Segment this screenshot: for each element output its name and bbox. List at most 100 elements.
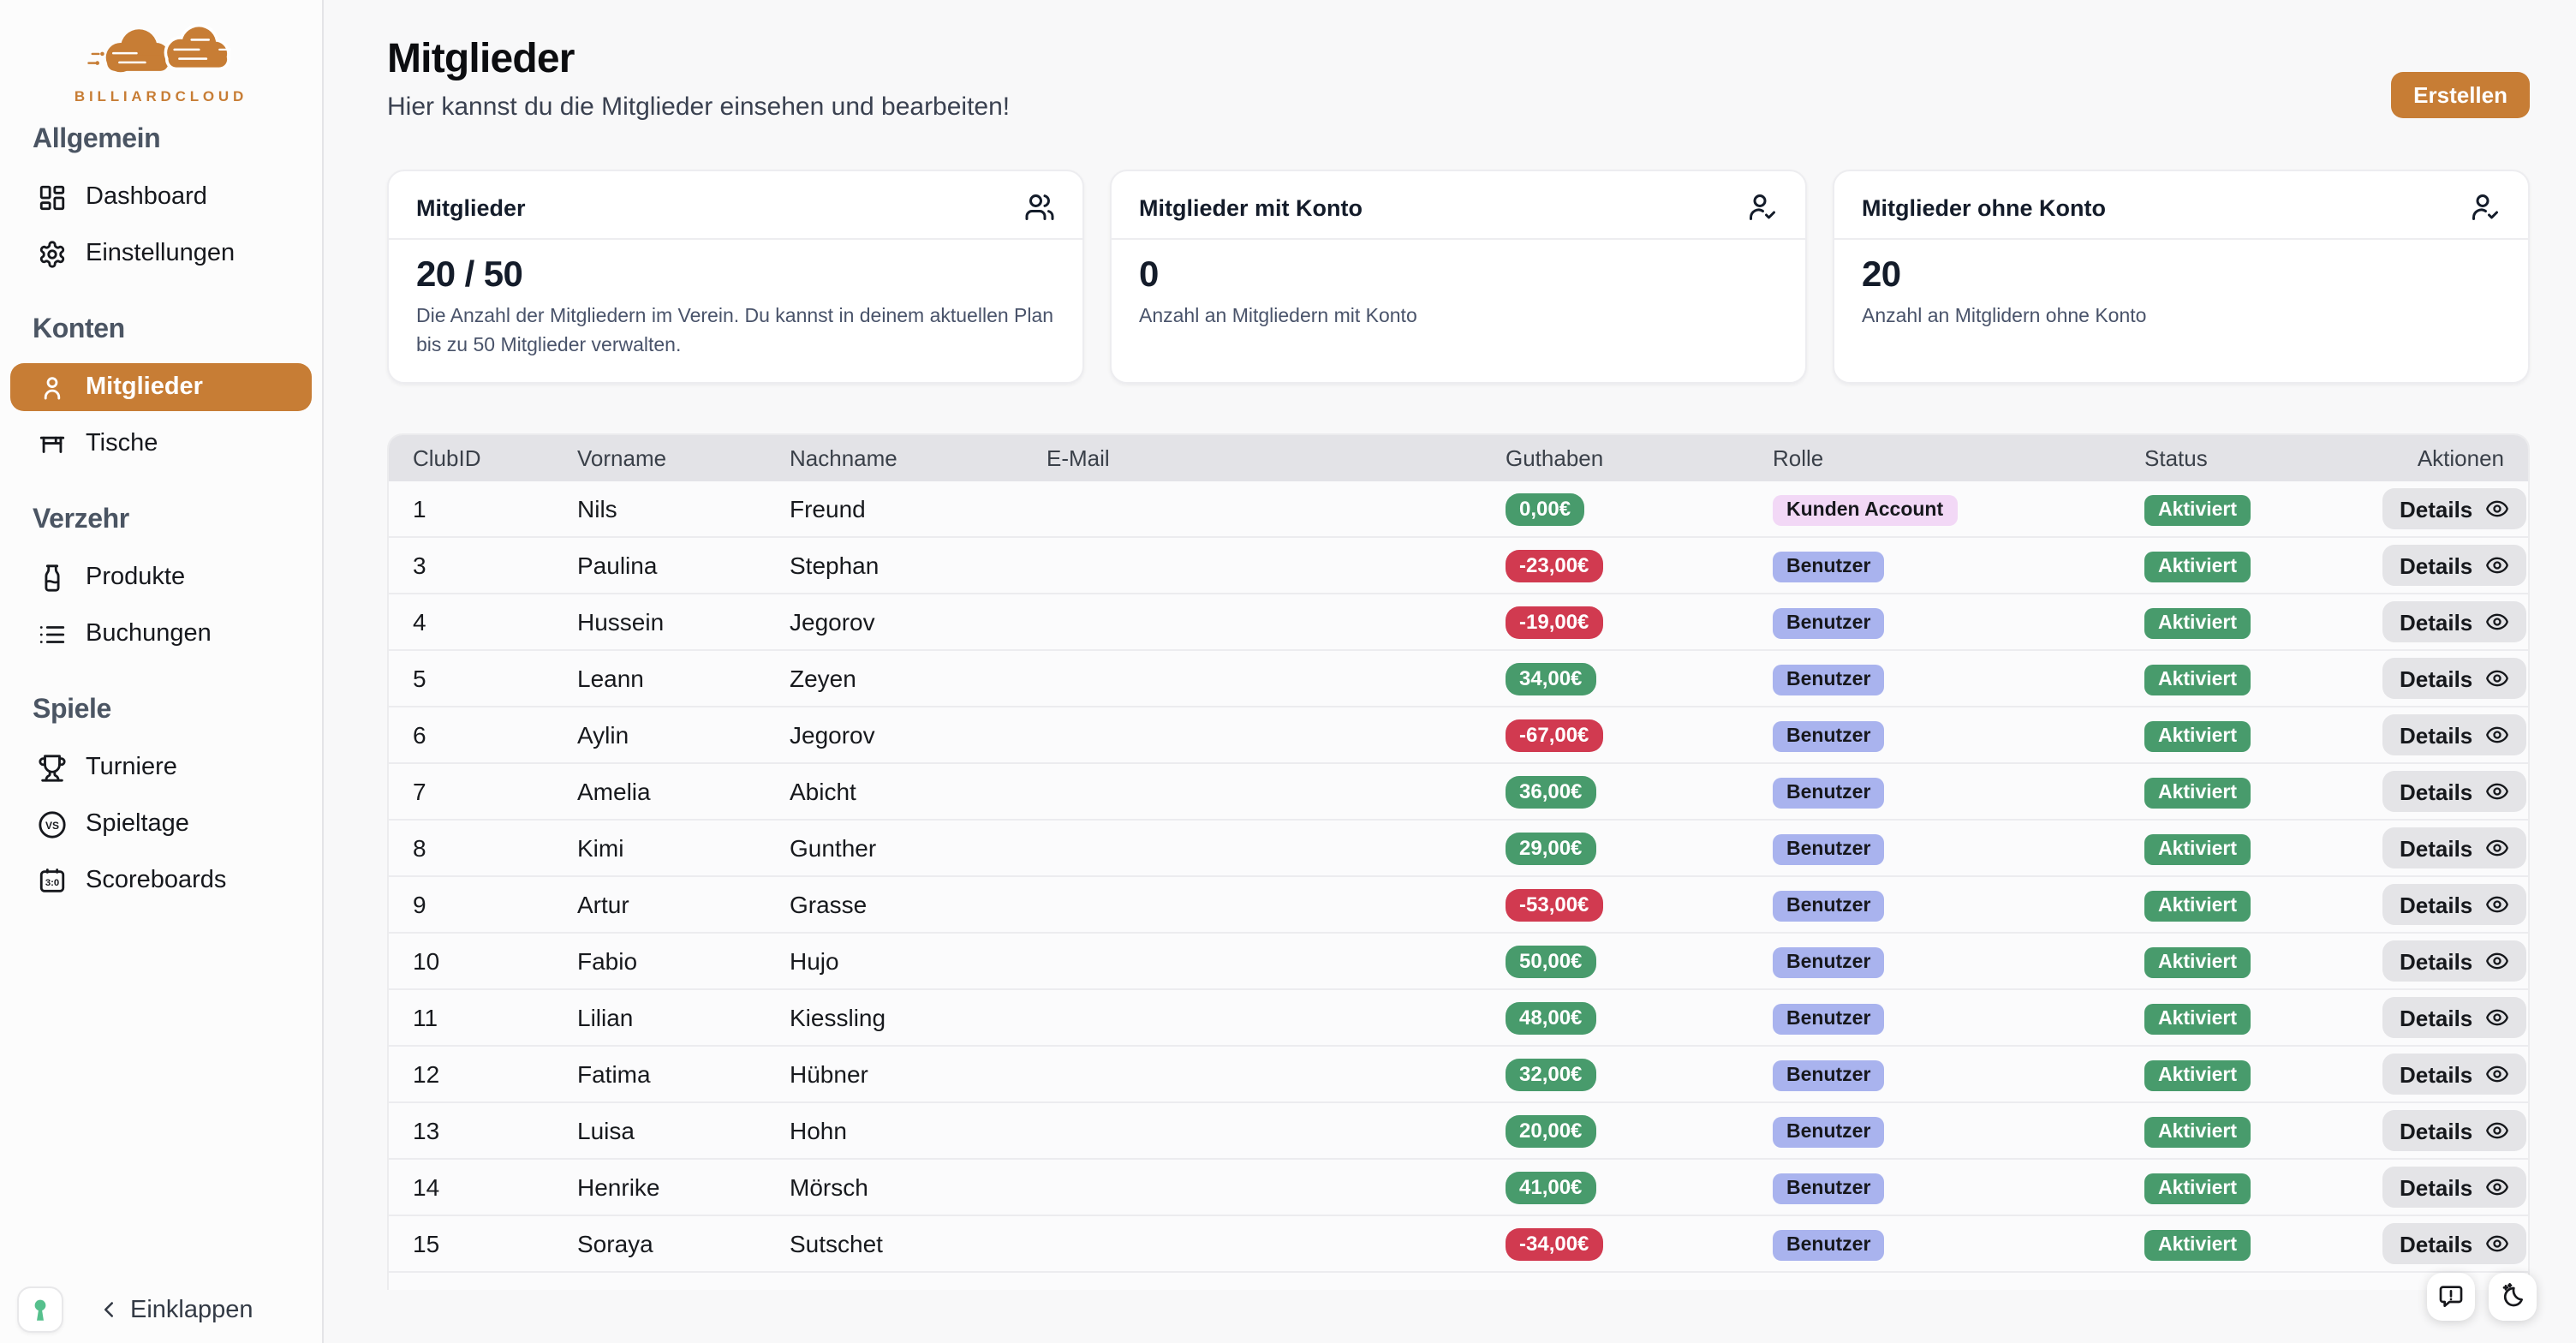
details-button[interactable]: Details bbox=[2382, 997, 2526, 1038]
cell-guthaben: 48,00€ bbox=[1506, 1001, 1773, 1034]
stat-card-header: Mitglieder mit Konto bbox=[1112, 171, 1805, 240]
cell-clubid: 11 bbox=[413, 1004, 438, 1031]
eye-icon bbox=[2484, 1232, 2508, 1256]
cell-vorname: Fabio bbox=[577, 947, 638, 975]
column-header-vorname: Vorname bbox=[577, 445, 667, 471]
status-badge: Aktiviert bbox=[2144, 720, 2251, 751]
details-button[interactable]: Details bbox=[2382, 771, 2526, 812]
cell-aktionen: Details bbox=[2382, 601, 2526, 642]
cell-clubid: 10 bbox=[413, 947, 440, 975]
cell-status: Aktiviert bbox=[2144, 662, 2382, 695]
cell-clubid: 12 bbox=[413, 1060, 440, 1088]
cell-status: Aktiviert bbox=[2144, 775, 2382, 808]
eye-icon bbox=[2484, 779, 2508, 803]
sidebar-item-spieltage[interactable]: VS Spieltage bbox=[10, 800, 312, 848]
sidebar-item-label: Tische bbox=[86, 430, 158, 457]
details-button[interactable]: Details bbox=[2382, 940, 2526, 982]
cell-status: Aktiviert bbox=[2144, 888, 2382, 921]
cell-guthaben: 0,00€ bbox=[1506, 492, 1773, 525]
privacy-button[interactable] bbox=[17, 1286, 63, 1333]
create-button[interactable]: Erstellen bbox=[2391, 72, 2530, 118]
cell-status: Aktiviert bbox=[2144, 1171, 2382, 1203]
cell-aktionen: Details bbox=[2382, 714, 2526, 755]
table-row: 12 Fatima Hübner 32,00€ Benutzer Aktiviert Det… bbox=[389, 1047, 2528, 1103]
sidebar-item-mitglieder[interactable]: Mitglieder bbox=[10, 363, 312, 411]
rolle-badge: Benutzer bbox=[1773, 607, 1885, 638]
eye-icon bbox=[2484, 610, 2508, 634]
rolle-badge: Benutzer bbox=[1773, 1173, 1885, 1203]
billiardcloud-logo-icon bbox=[84, 17, 238, 86]
details-button[interactable]: Details bbox=[2382, 884, 2526, 925]
sidebar-nav: Allgemein Dashboard Einstellungen Konten Mit… bbox=[0, 125, 322, 904]
table-row: 6 Aylin Jegorov -67,00€ Benutzer Aktiviert Det… bbox=[389, 707, 2528, 764]
floating-buttons bbox=[2427, 1273, 2537, 1321]
sidebar-item-dashboard[interactable]: Dashboard bbox=[10, 173, 312, 221]
sidebar-item-buchungen[interactable]: Buchungen bbox=[10, 610, 312, 658]
cell-rolle: Benutzer bbox=[1773, 832, 2144, 864]
stat-card-description: Die Anzahl der Mitgliedern im Verein. Du… bbox=[416, 307, 1054, 356]
rolle-badge: Benutzer bbox=[1773, 1059, 1885, 1090]
cell-status: Aktiviert bbox=[2144, 1227, 2382, 1260]
cell-nachname: Jegorov bbox=[790, 721, 875, 749]
list-icon bbox=[38, 619, 67, 648]
sidebar-item-einstellungen[interactable]: Einstellungen bbox=[10, 230, 312, 278]
feedback-button[interactable] bbox=[2427, 1273, 2475, 1321]
guthaben-badge: -23,00€ bbox=[1506, 549, 1603, 582]
sidebar-item-label: Mitglieder bbox=[86, 373, 203, 401]
cell-clubid: 7 bbox=[413, 778, 426, 805]
cell-guthaben: -67,00€ bbox=[1506, 719, 1773, 751]
app-logo[interactable]: BILLIARDCLOUD bbox=[0, 0, 322, 104]
details-button[interactable]: Details bbox=[2382, 1167, 2526, 1208]
details-button-label: Details bbox=[2400, 835, 2473, 861]
column-header-guthaben: Guthaben bbox=[1506, 445, 1604, 471]
cell-rolle: Benutzer bbox=[1773, 1001, 2144, 1034]
details-button-label: Details bbox=[2400, 779, 2473, 804]
details-button[interactable]: Details bbox=[2382, 1054, 2526, 1095]
sidebar-item-scoreboards[interactable]: 3:0 Scoreboards bbox=[10, 857, 312, 904]
cell-rolle: Benutzer bbox=[1773, 1058, 2144, 1090]
guthaben-badge: 41,00€ bbox=[1506, 1171, 1596, 1203]
table-row: 10 Fabio Hujo 50,00€ Benutzer Aktiviert Detail… bbox=[389, 934, 2528, 990]
cell-aktionen: Details bbox=[2382, 658, 2526, 699]
people-group-icon bbox=[1024, 192, 1055, 223]
sidebar: BILLIARDCLOUD Allgemein Dashboard Einstell… bbox=[0, 0, 324, 1343]
rolle-badge: Benutzer bbox=[1773, 664, 1885, 695]
chevron-left-icon bbox=[96, 1297, 122, 1322]
sidebar-item-label: Spieltage bbox=[86, 810, 189, 838]
rolle-badge: Benutzer bbox=[1773, 777, 1885, 808]
sidebar-collapse-button[interactable]: Einklappen bbox=[96, 1296, 253, 1323]
stat-card-title: Mitglieder bbox=[416, 194, 526, 220]
cell-aktionen: Details bbox=[2382, 1110, 2526, 1151]
members-table: ClubID Vorname Nachname E-Mail Guthaben … bbox=[387, 433, 2530, 1290]
stat-card-mitglieder: Mitglieder 20 / 50 Die Anzahl der Mitglied… bbox=[387, 170, 1084, 384]
cell-aktionen: Details bbox=[2382, 1054, 2526, 1095]
table-row: 4 Hussein Jegorov -19,00€ Benutzer Aktiviert D… bbox=[389, 594, 2528, 651]
sidebar-item-tische[interactable]: Tische bbox=[10, 420, 312, 468]
cell-vorname: Leann bbox=[577, 665, 644, 692]
details-button[interactable]: Details bbox=[2382, 658, 2526, 699]
stat-card-description: Anzahl an Mitglidern ohne Konto bbox=[1862, 307, 2147, 327]
cell-rolle: Benutzer bbox=[1773, 888, 2144, 921]
svg-text:VS: VS bbox=[45, 819, 59, 831]
dark-mode-button[interactable] bbox=[2489, 1273, 2537, 1321]
cell-clubid: 3 bbox=[413, 552, 426, 579]
sidebar-item-produkte[interactable]: Produkte bbox=[10, 553, 312, 601]
details-button[interactable]: Details bbox=[2382, 488, 2526, 529]
details-button[interactable]: Details bbox=[2382, 714, 2526, 755]
sidebar-item-label: Produkte bbox=[86, 564, 186, 591]
guthaben-badge: 34,00€ bbox=[1506, 662, 1596, 695]
details-button[interactable]: Details bbox=[2382, 827, 2526, 868]
cell-nachname: Sutschet bbox=[790, 1230, 883, 1257]
details-button-label: Details bbox=[2400, 892, 2473, 917]
details-button[interactable]: Details bbox=[2382, 545, 2526, 586]
sidebar-item-turniere[interactable]: Turniere bbox=[10, 743, 312, 791]
column-header-aktionen: Aktionen bbox=[2417, 445, 2504, 471]
details-button[interactable]: Details bbox=[2382, 601, 2526, 642]
svg-text:3:0: 3:0 bbox=[45, 877, 59, 887]
cell-rolle: Benutzer bbox=[1773, 662, 2144, 695]
cell-nachname: Mörsch bbox=[790, 1173, 868, 1201]
cell-guthaben: 36,00€ bbox=[1506, 775, 1773, 808]
cell-status: Aktiviert bbox=[2144, 832, 2382, 864]
details-button[interactable]: Details bbox=[2382, 1110, 2526, 1151]
details-button[interactable]: Details bbox=[2382, 1223, 2526, 1264]
